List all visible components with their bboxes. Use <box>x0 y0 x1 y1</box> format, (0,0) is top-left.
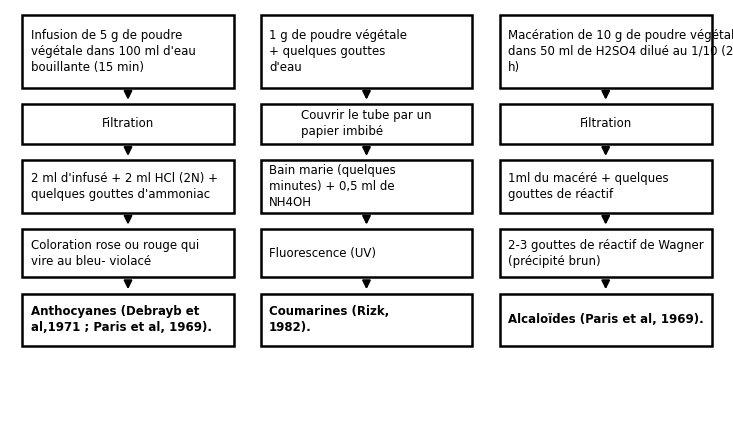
Text: Infusion de 5 g de poudre
végétale dans 100 ml d'eau
bouillante (15 min): Infusion de 5 g de poudre végétale dans … <box>31 28 196 74</box>
Text: 1ml du macéré + quelques
gouttes de réactif: 1ml du macéré + quelques gouttes de réac… <box>509 172 669 201</box>
FancyBboxPatch shape <box>22 294 234 346</box>
FancyBboxPatch shape <box>22 229 234 277</box>
FancyBboxPatch shape <box>22 14 234 88</box>
FancyBboxPatch shape <box>22 104 234 144</box>
FancyBboxPatch shape <box>500 14 712 88</box>
Text: 1 g de poudre végétale
+ quelques gouttes
d'eau: 1 g de poudre végétale + quelques goutte… <box>269 28 407 74</box>
FancyBboxPatch shape <box>260 229 473 277</box>
Text: Filtration: Filtration <box>580 117 632 130</box>
Text: Couvrir le tube par un
papier imbibé: Couvrir le tube par un papier imbibé <box>301 110 432 139</box>
Text: Bain marie (quelques
minutes) + 0,5 ml de
NH4OH: Bain marie (quelques minutes) + 0,5 ml d… <box>269 164 396 209</box>
Text: 2-3 gouttes de réactif de Wagner
(précipité brun): 2-3 gouttes de réactif de Wagner (précip… <box>509 238 704 268</box>
Text: Alcaloïdes (Paris et al, 1969).: Alcaloïdes (Paris et al, 1969). <box>509 313 704 326</box>
Text: Anthocyanes (Debrayb et
al,1971 ; Paris et al, 1969).: Anthocyanes (Debrayb et al,1971 ; Paris … <box>31 305 212 334</box>
FancyBboxPatch shape <box>260 104 473 144</box>
FancyBboxPatch shape <box>500 229 712 277</box>
FancyBboxPatch shape <box>500 161 712 212</box>
FancyBboxPatch shape <box>260 294 473 346</box>
Text: Coloration rose ou rouge qui
vire au bleu- violacé: Coloration rose ou rouge qui vire au ble… <box>31 238 199 268</box>
Text: Coumarines (Rizk,
1982).: Coumarines (Rizk, 1982). <box>269 305 389 334</box>
Text: Macération de 10 g de poudre végétale
dans 50 ml de H2SO4 dilué au 1/10 (24
h): Macération de 10 g de poudre végétale da… <box>509 28 733 74</box>
Text: Fluorescence (UV): Fluorescence (UV) <box>269 246 376 260</box>
FancyBboxPatch shape <box>500 294 712 346</box>
FancyBboxPatch shape <box>500 104 712 144</box>
FancyBboxPatch shape <box>260 161 473 212</box>
Text: 2 ml d'infusé + 2 ml HCl (2N) +
quelques gouttes d'ammoniac: 2 ml d'infusé + 2 ml HCl (2N) + quelques… <box>31 172 218 201</box>
FancyBboxPatch shape <box>260 14 473 88</box>
Text: Filtration: Filtration <box>102 117 154 130</box>
FancyBboxPatch shape <box>22 161 234 212</box>
